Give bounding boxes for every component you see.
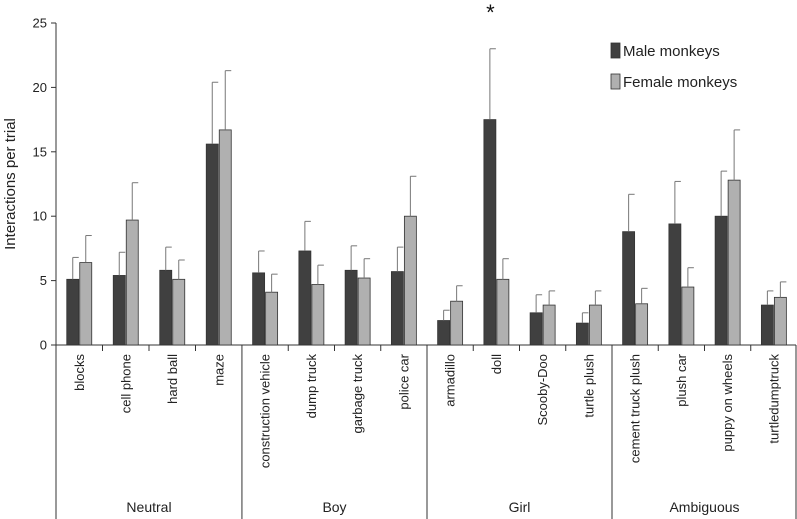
legend-swatch <box>610 73 621 90</box>
group-label: Neutral <box>126 499 171 515</box>
bar-female <box>773 296 787 346</box>
group-label: Ambiguous <box>669 499 739 515</box>
category-label: Scooby-Doo <box>535 354 550 426</box>
bar-male <box>575 322 589 346</box>
category-label: turtle plush <box>581 354 596 418</box>
category-label: doll <box>489 354 504 374</box>
chart-legend: Male monkeys Female monkeys <box>610 42 737 91</box>
bar-female <box>635 303 649 346</box>
bar-male <box>298 250 312 346</box>
legend-swatch <box>610 42 621 59</box>
bar-female <box>218 129 232 346</box>
bar-female <box>727 179 741 346</box>
bar-male <box>529 312 543 346</box>
group-label: Boy <box>322 499 346 515</box>
category-label: cell phone <box>118 354 133 413</box>
bar-female <box>357 277 371 346</box>
bar-male <box>112 275 126 346</box>
bar-female <box>79 262 93 346</box>
y-tick-label: 25 <box>33 16 47 31</box>
category-label: plush car <box>674 353 689 406</box>
chart-labels: blocks cell phone hard ball maze constructio… <box>72 0 782 515</box>
bar-female <box>172 278 186 346</box>
bar-male <box>344 269 358 346</box>
bar-female <box>311 284 325 346</box>
category-label: dump truck <box>304 354 319 419</box>
category-label: puppy on wheels <box>720 354 735 452</box>
bar-female <box>450 300 464 346</box>
bar-female <box>588 304 602 346</box>
category-label: armadillo <box>443 354 458 407</box>
bar-female <box>496 278 510 346</box>
y-tick-label: 15 <box>33 144 47 159</box>
bar-male <box>252 272 266 346</box>
legend-label: Male monkeys <box>623 43 720 60</box>
group-label: Girl <box>509 499 531 515</box>
y-tick-label: 10 <box>33 209 47 224</box>
category-label: construction vehicle <box>258 354 273 468</box>
y-axis-title: Interactions per trial <box>2 118 19 250</box>
legend-label: Female monkeys <box>623 74 737 91</box>
significance-marker: * <box>486 0 495 25</box>
bar-female <box>542 304 556 346</box>
category-label: cement truck plush <box>628 354 643 463</box>
y-tick-label: 0 <box>40 338 47 353</box>
bar-male <box>668 223 682 346</box>
bar-male <box>760 304 774 346</box>
bar-male <box>483 119 497 346</box>
bar-male <box>437 320 451 346</box>
category-label: maze <box>211 354 226 386</box>
bar-male <box>66 278 80 346</box>
bar-male <box>622 231 636 346</box>
chart-bars <box>66 48 787 346</box>
bar-female <box>265 291 279 346</box>
category-label: police car <box>396 353 411 409</box>
bar-female <box>403 215 417 346</box>
bar-female <box>125 219 139 346</box>
category-label: turtledumptruck <box>766 354 781 444</box>
bar-male <box>714 215 728 346</box>
bar-male <box>159 269 173 346</box>
category-label: garbage truck <box>350 354 365 434</box>
category-label: blocks <box>72 354 87 391</box>
bar-female <box>681 286 695 346</box>
bar-male <box>205 143 219 346</box>
y-tick-label: 5 <box>40 273 47 288</box>
y-tick-label: 20 <box>33 80 47 95</box>
bar-male <box>390 271 404 346</box>
category-label: hard ball <box>165 354 180 404</box>
